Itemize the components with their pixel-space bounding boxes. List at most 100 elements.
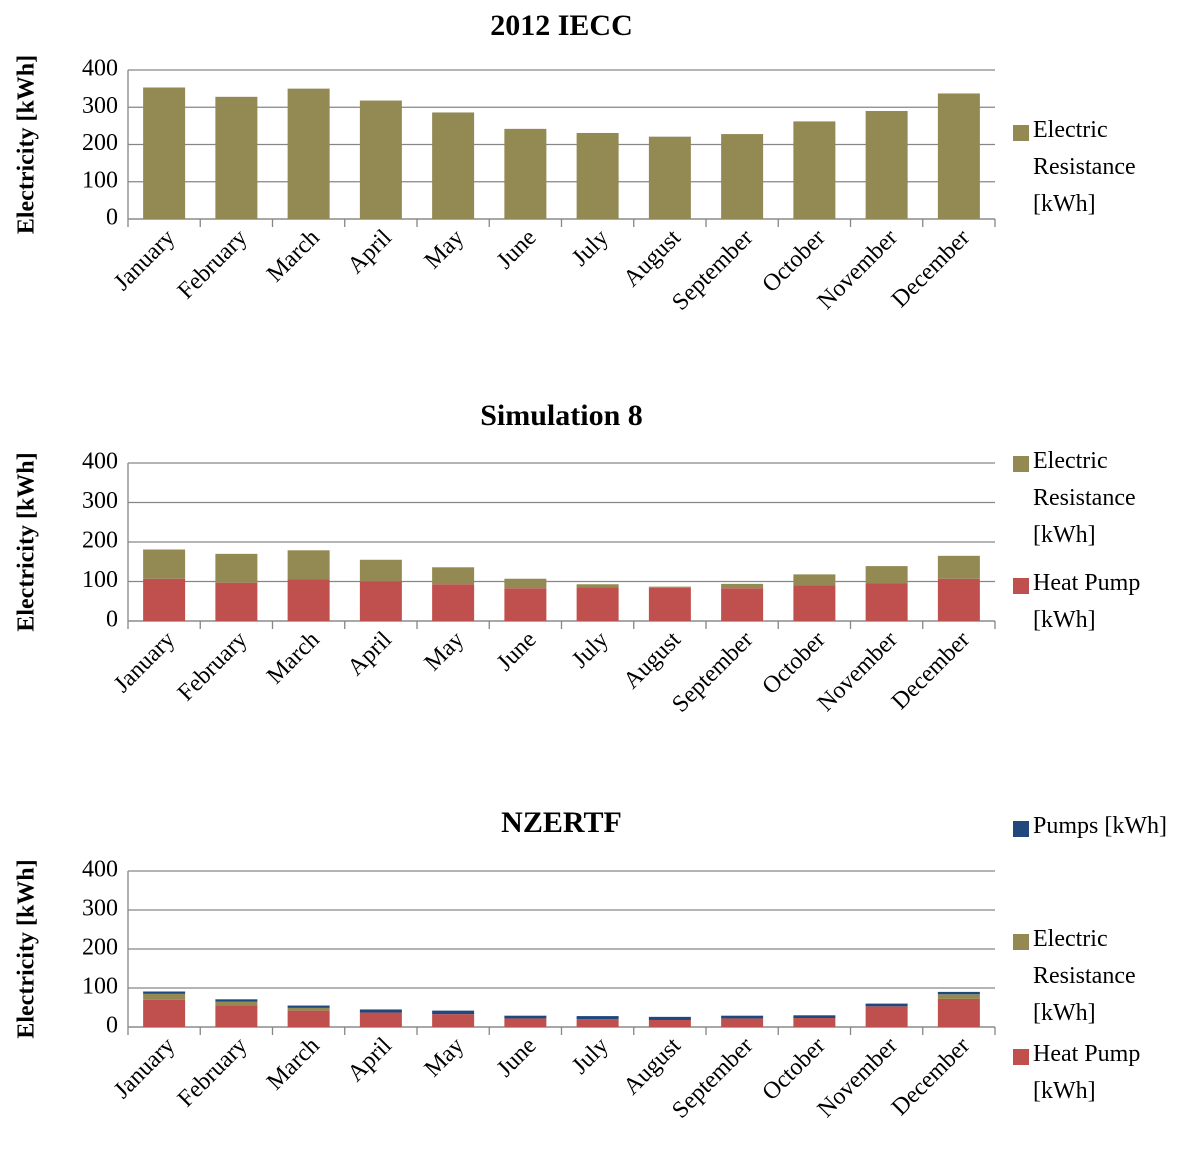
x-tick-label: February — [173, 1033, 253, 1113]
bar-segment — [937, 998, 980, 1027]
y-tick-label: 0 — [106, 1013, 118, 1039]
bar-segment — [287, 1010, 330, 1027]
bar-segment — [937, 578, 980, 621]
x-tick-label: March — [262, 627, 325, 690]
chart-title: 2012 IECC — [490, 9, 633, 42]
y-tick-label: 100 — [82, 974, 118, 1000]
y-tick-label: 300 — [82, 93, 118, 119]
y-tick-label: 100 — [82, 167, 118, 193]
x-tick-label: July — [567, 225, 614, 272]
legend-label: Electric Resistance [kWh] — [1033, 448, 1136, 548]
bar-segment — [143, 87, 186, 219]
bar-segment — [865, 110, 908, 219]
x-tick-label: May — [420, 225, 470, 275]
x-tick-label: November — [813, 627, 903, 717]
bar-segment — [359, 100, 402, 219]
bar-segment — [359, 581, 402, 621]
y-tick-label: 400 — [82, 449, 118, 475]
x-tick-label: January — [109, 1033, 180, 1104]
x-tick-label: April — [343, 1033, 397, 1087]
x-tick-label: December — [887, 1033, 975, 1121]
bar-segment — [143, 999, 186, 1027]
bar-segment — [432, 584, 475, 621]
x-tick-label: December — [887, 627, 975, 715]
bar-segment — [215, 1005, 258, 1027]
bar-segment — [793, 121, 836, 219]
x-tick-label: July — [567, 627, 614, 674]
bar-segment — [287, 579, 330, 621]
bar-segment — [937, 555, 980, 579]
x-tick-label: August — [619, 225, 687, 293]
bar-segment — [865, 1006, 908, 1027]
bar-segment — [648, 586, 691, 588]
legend-label: Electric Resistance [kWh] — [1033, 117, 1136, 217]
bar-segment — [721, 134, 764, 219]
bar-segment — [576, 587, 619, 621]
x-tick-label: November — [813, 1033, 903, 1123]
x-tick-label: January — [109, 225, 180, 296]
y-tick-label: 200 — [82, 935, 118, 961]
bar-segment — [576, 584, 619, 588]
bar-segment — [648, 1016, 691, 1020]
x-tick-label: June — [492, 225, 542, 275]
x-tick-label: June — [492, 1033, 542, 1083]
bar-segment — [215, 582, 258, 621]
x-tick-label: October — [757, 225, 830, 298]
bar-segment — [793, 1018, 836, 1027]
x-tick-label: March — [262, 1033, 325, 1096]
x-tick-label: December — [887, 225, 975, 313]
bar-segment — [721, 583, 764, 589]
bar-segment — [143, 578, 186, 621]
bar-segment — [504, 1018, 547, 1027]
bar-segment — [287, 88, 330, 219]
bar-segment — [432, 1010, 475, 1015]
y-tick-label: 400 — [82, 56, 118, 82]
bar-segment — [576, 1019, 619, 1027]
bar-segment — [432, 112, 475, 219]
bar-segment — [865, 1003, 908, 1007]
legend-swatch — [1013, 821, 1029, 837]
bar-segment — [576, 132, 619, 219]
bar-segment — [504, 128, 547, 219]
legend-swatch — [1013, 578, 1029, 594]
y-tick-label: 400 — [82, 857, 118, 883]
legend-swatch — [1013, 1049, 1029, 1065]
bar-segment — [504, 578, 547, 589]
bar-segment — [721, 588, 764, 621]
bar-segment — [143, 991, 186, 994]
x-tick-label: July — [567, 1033, 614, 1080]
x-tick-label: April — [343, 225, 397, 279]
x-tick-label: January — [109, 627, 180, 698]
bar-segment — [793, 1015, 836, 1019]
bar-segment — [143, 993, 186, 1000]
bar-segment — [432, 1014, 475, 1027]
bar-segment — [215, 553, 258, 583]
bar-segment — [648, 136, 691, 219]
bar-segment — [576, 1016, 619, 1020]
bar-segment — [865, 583, 908, 621]
chart-title: Simulation 8 — [480, 399, 643, 432]
bar-segment — [215, 96, 258, 219]
y-tick-label: 100 — [82, 567, 118, 593]
y-tick-label: 300 — [82, 896, 118, 922]
bar-segment — [504, 1015, 547, 1019]
bar-segment — [865, 566, 908, 584]
bar-segment — [432, 567, 475, 585]
bar-segment — [359, 1009, 402, 1013]
x-tick-label: February — [173, 225, 253, 305]
y-axis-label: Electricity [kWh] — [14, 859, 40, 1038]
y-axis-label: Electricity [kWh] — [14, 452, 40, 631]
x-tick-label: April — [343, 627, 397, 681]
bar-segment — [287, 550, 330, 580]
bar-segment — [143, 549, 186, 579]
legend-swatch — [1013, 456, 1029, 472]
x-tick-label: August — [619, 1033, 687, 1101]
bar-segment — [721, 1018, 764, 1027]
bar-segment — [937, 93, 980, 219]
bar-segment — [648, 1019, 691, 1027]
x-tick-label: November — [813, 225, 903, 315]
bar-segment — [793, 585, 836, 621]
x-tick-label: February — [173, 627, 253, 707]
